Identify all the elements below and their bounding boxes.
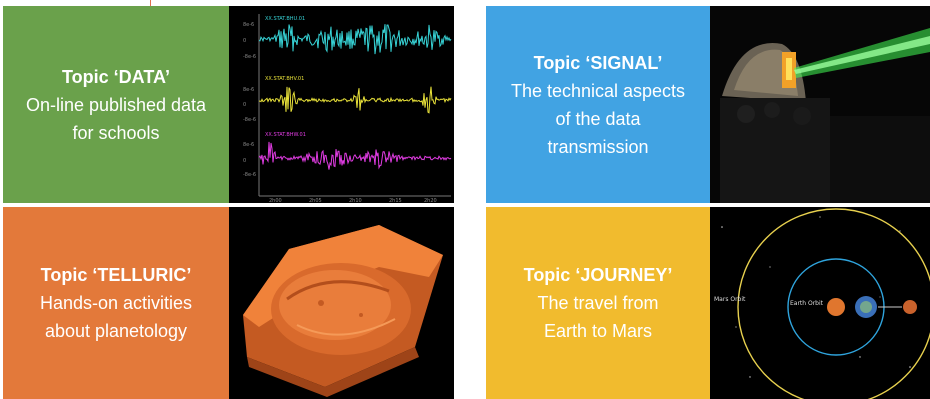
- svg-text:0: 0: [243, 158, 246, 164]
- svg-text:2h10: 2h10: [349, 198, 362, 203]
- observatory-laser-image: [710, 6, 930, 203]
- svg-text:-8e-6: -8e-6: [243, 54, 256, 60]
- crater-model-image: [229, 207, 454, 399]
- panel-data-description: On-line published data for schools: [25, 94, 207, 143]
- orbits-diagram-image: Mars Orbit Earth Orbit: [710, 207, 930, 399]
- svg-text:XX.STAT.BHW.01: XX.STAT.BHW.01: [265, 132, 306, 138]
- corner-mark: [150, 0, 151, 6]
- earth-orbit-label: Earth Orbit: [790, 300, 824, 307]
- panel-journey[interactable]: Topic ‘JOURNEY’ The travel from Earth to…: [486, 207, 710, 399]
- svg-text:2h20: 2h20: [424, 198, 437, 203]
- panel-telluric-description: Hands-on activities about planetology: [39, 293, 193, 341]
- svg-text:-8e-6: -8e-6: [243, 117, 256, 123]
- svg-text:-8e-6: -8e-6: [243, 172, 256, 178]
- mars-orbit-label: Mars Orbit: [714, 296, 746, 303]
- svg-text:0: 0: [243, 38, 246, 44]
- panel-signal[interactable]: Topic ‘SIGNAL’ The technical aspects of …: [486, 6, 710, 203]
- panel-data[interactable]: Topic ‘DATA’ On-line published data for …: [3, 6, 229, 203]
- svg-text:8e-6: 8e-6: [243, 142, 254, 148]
- panel-signal-title: Topic ‘SIGNAL’: [533, 52, 663, 73]
- svg-text:XX.STAT.BHV.01: XX.STAT.BHV.01: [265, 76, 304, 82]
- panel-telluric[interactable]: Topic ‘TELLURIC’ Hands-on activities abo…: [3, 207, 229, 399]
- panel-telluric-title: Topic ‘TELLURIC’: [40, 265, 192, 285]
- svg-text:2h05: 2h05: [309, 198, 322, 203]
- svg-text:8e-6: 8e-6: [243, 87, 254, 93]
- panel-data-title: Topic ‘DATA’: [62, 66, 170, 87]
- seismogram-image: 2h00 2h05 2h10 2h15 2h20 8e-6 0 -8e-6 8e-6 0 -8…: [229, 6, 454, 203]
- svg-text:2h15: 2h15: [389, 198, 402, 203]
- svg-text:0: 0: [243, 102, 246, 108]
- panel-journey-description: The travel from Earth to Mars: [537, 293, 659, 341]
- svg-text:2h00: 2h00: [269, 198, 282, 203]
- svg-text:8e-6: 8e-6: [243, 22, 254, 28]
- svg-text:XX.STAT.BHU.01: XX.STAT.BHU.01: [265, 16, 305, 22]
- panel-signal-description: The technical aspects of the data transm…: [510, 80, 686, 157]
- panel-journey-title: Topic ‘JOURNEY’: [523, 265, 673, 285]
